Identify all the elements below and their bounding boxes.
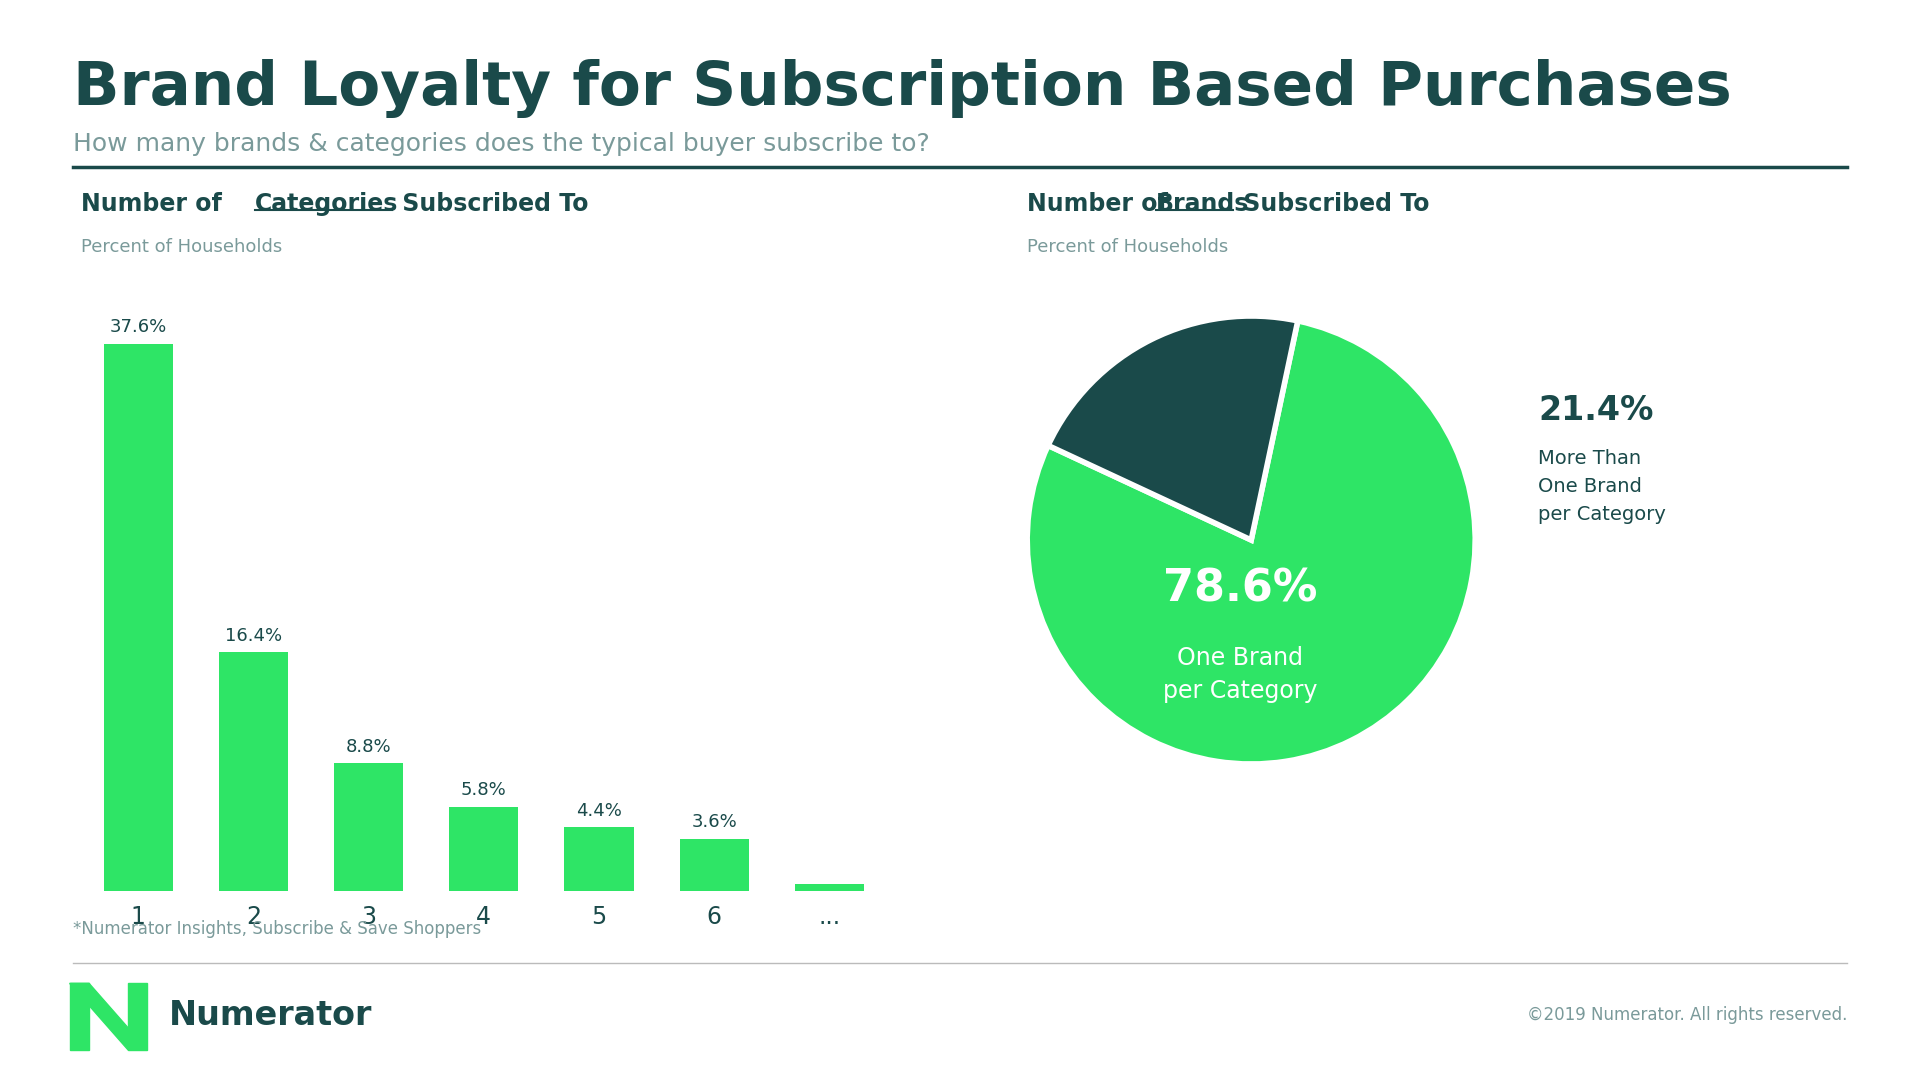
Text: 5.8%: 5.8% xyxy=(461,781,507,799)
Text: More Than
One Brand
per Category: More Than One Brand per Category xyxy=(1538,449,1667,524)
Text: One Brand
per Category: One Brand per Category xyxy=(1164,646,1317,703)
Bar xyxy=(795,883,864,891)
Text: Percent of Households: Percent of Households xyxy=(1027,238,1229,256)
Bar xyxy=(334,762,403,891)
Text: How many brands & categories does the typical buyer subscribe to?: How many brands & categories does the ty… xyxy=(73,132,929,156)
Text: Subscribed To: Subscribed To xyxy=(394,192,588,216)
Text: 8.8%: 8.8% xyxy=(346,738,392,756)
Text: Brands: Brands xyxy=(1156,192,1250,216)
Text: Number of: Number of xyxy=(1027,192,1177,216)
Bar xyxy=(69,983,88,1050)
Text: 78.6%: 78.6% xyxy=(1164,568,1317,611)
Text: Percent of Households: Percent of Households xyxy=(81,238,282,256)
Text: Subscribed To: Subscribed To xyxy=(1235,192,1428,216)
Bar xyxy=(219,652,288,891)
Text: *Numerator Insights, Subscribe & Save Shoppers: *Numerator Insights, Subscribe & Save Sh… xyxy=(73,920,482,939)
Bar xyxy=(564,827,634,891)
Text: Brand Loyalty for Subscription Based Purchases: Brand Loyalty for Subscription Based Pur… xyxy=(73,59,1732,119)
Text: 4.4%: 4.4% xyxy=(576,801,622,820)
Text: 21.4%: 21.4% xyxy=(1538,393,1653,427)
Wedge shape xyxy=(1048,316,1298,540)
Text: 3.6%: 3.6% xyxy=(691,813,737,832)
Wedge shape xyxy=(1027,321,1475,764)
Bar xyxy=(449,807,518,891)
Text: Numerator: Numerator xyxy=(169,999,372,1031)
Bar xyxy=(680,838,749,891)
Bar xyxy=(129,983,148,1050)
Bar xyxy=(104,343,173,891)
Text: Categories: Categories xyxy=(255,192,399,216)
Text: ©2019 Numerator. All rights reserved.: ©2019 Numerator. All rights reserved. xyxy=(1526,1007,1847,1024)
Text: Number of: Number of xyxy=(81,192,230,216)
Text: 16.4%: 16.4% xyxy=(225,627,282,645)
Polygon shape xyxy=(69,983,148,1050)
Text: 37.6%: 37.6% xyxy=(109,319,167,336)
